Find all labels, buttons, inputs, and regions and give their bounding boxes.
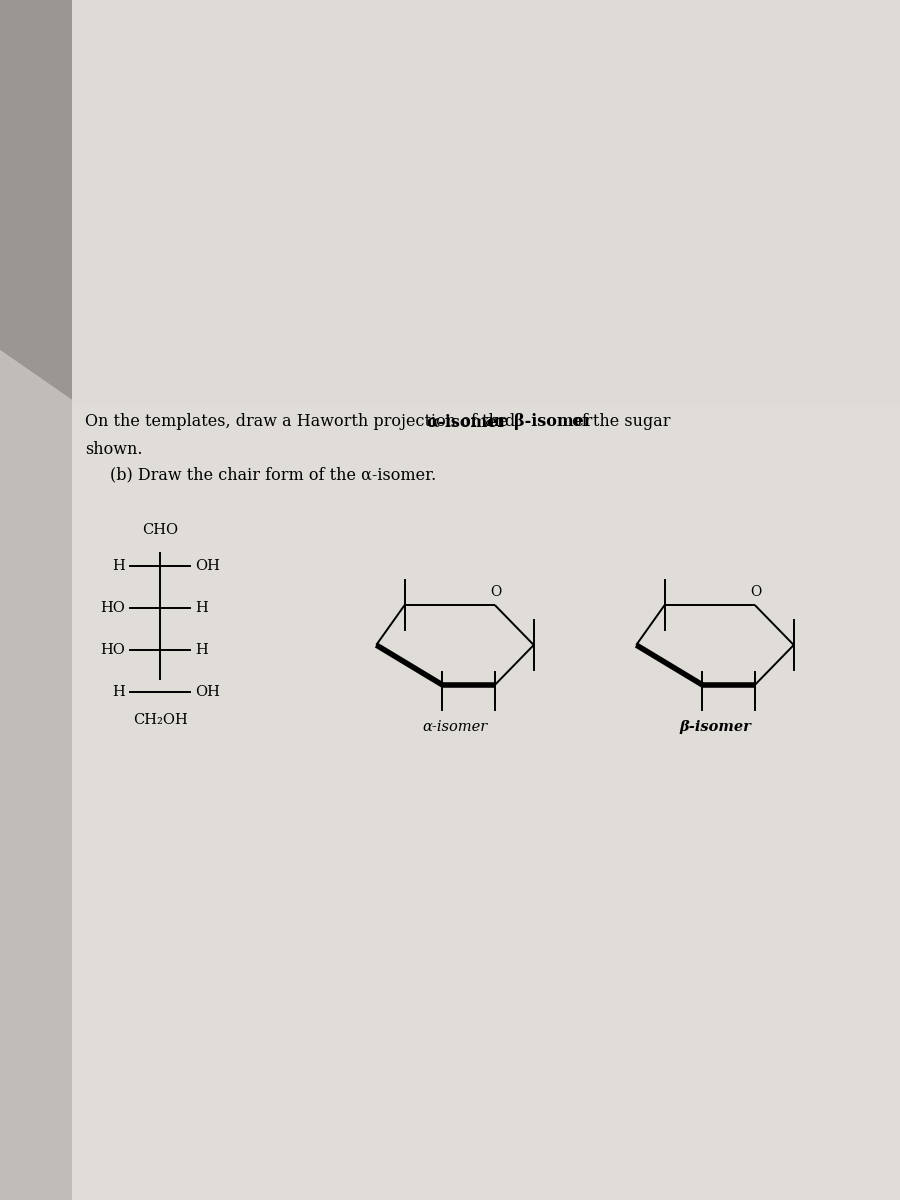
- Text: shown.: shown.: [85, 442, 142, 458]
- Text: β-isomer: β-isomer: [680, 720, 751, 734]
- Text: OH: OH: [195, 559, 220, 572]
- Text: (b) Draw the chair form of the α-isomer.: (b) Draw the chair form of the α-isomer.: [110, 467, 436, 484]
- Text: HO: HO: [100, 643, 125, 658]
- Text: CHO: CHO: [142, 523, 178, 538]
- Polygon shape: [0, 0, 72, 400]
- Polygon shape: [72, 0, 900, 404]
- Text: H: H: [112, 559, 125, 572]
- Text: O: O: [751, 586, 761, 599]
- Polygon shape: [0, 350, 72, 1200]
- Text: α-isomer: α-isomer: [427, 414, 507, 431]
- Text: On the templates, draw a Haworth projection of the: On the templates, draw a Haworth project…: [85, 414, 514, 431]
- Text: OH: OH: [195, 685, 220, 698]
- Polygon shape: [72, 0, 900, 1200]
- Text: α-isomer: α-isomer: [422, 720, 488, 734]
- Text: of the sugar: of the sugar: [567, 414, 670, 431]
- Text: and: and: [481, 414, 521, 431]
- Text: O: O: [491, 586, 501, 599]
- Text: β-isomer: β-isomer: [514, 414, 592, 431]
- Text: H: H: [195, 601, 208, 614]
- Text: CH₂OH: CH₂OH: [132, 713, 187, 727]
- Text: HO: HO: [100, 601, 125, 614]
- Text: H: H: [112, 685, 125, 698]
- Text: H: H: [195, 643, 208, 658]
